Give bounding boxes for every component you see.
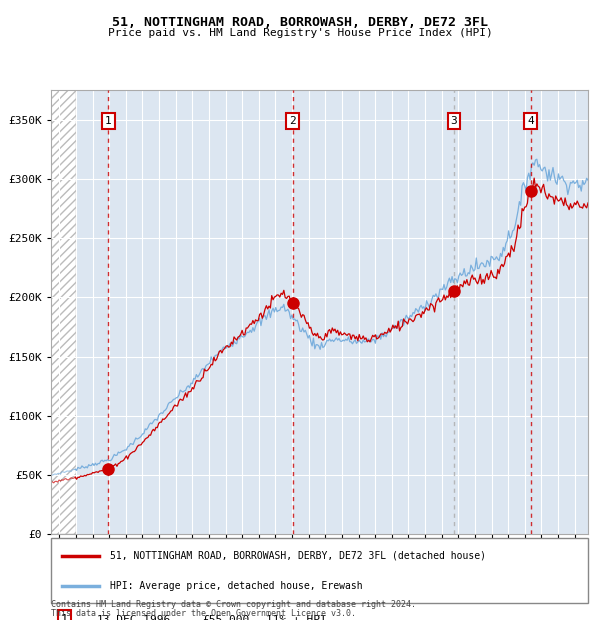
Text: Price paid vs. HM Land Registry's House Price Index (HPI): Price paid vs. HM Land Registry's House … xyxy=(107,28,493,38)
Text: This data is licensed under the Open Government Licence v3.0.: This data is licensed under the Open Gov… xyxy=(51,608,356,618)
Bar xyxy=(51,90,76,534)
Text: 11% ↓ HPI: 11% ↓ HPI xyxy=(266,614,326,620)
Text: 4: 4 xyxy=(527,116,534,126)
Text: 2: 2 xyxy=(289,116,296,126)
Text: Contains HM Land Registry data © Crown copyright and database right 2024.: Contains HM Land Registry data © Crown c… xyxy=(51,600,416,609)
Text: HPI: Average price, detached house, Erewash: HPI: Average price, detached house, Erew… xyxy=(110,582,362,591)
Text: 51, NOTTINGHAM ROAD, BORROWASH, DERBY, DE72 3FL: 51, NOTTINGHAM ROAD, BORROWASH, DERBY, D… xyxy=(112,16,488,29)
Text: 3: 3 xyxy=(451,116,457,126)
FancyBboxPatch shape xyxy=(51,538,588,603)
Text: 1: 1 xyxy=(105,116,112,126)
Text: 13-DEC-1996: 13-DEC-1996 xyxy=(97,614,171,620)
Text: 1: 1 xyxy=(61,613,68,620)
Text: £55,000: £55,000 xyxy=(202,614,250,620)
Text: 51, NOTTINGHAM ROAD, BORROWASH, DERBY, DE72 3FL (detached house): 51, NOTTINGHAM ROAD, BORROWASH, DERBY, D… xyxy=(110,551,486,560)
